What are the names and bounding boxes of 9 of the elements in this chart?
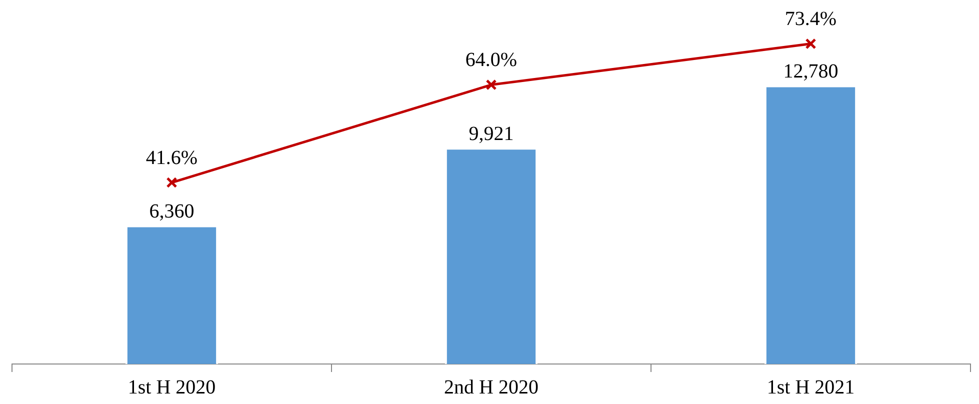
- data-label: 64.0%: [465, 49, 518, 72]
- data-label: 9,921: [468, 122, 514, 145]
- data-label: 6,360: [149, 200, 194, 223]
- x-tick-label: 1st H 2021: [766, 376, 855, 398]
- x-tick-label: 2nd H 2020: [444, 376, 538, 398]
- data-label: 41.6%: [146, 146, 198, 169]
- data-label: 12,780: [783, 60, 838, 82]
- x-tick-label: 1st H 2020: [128, 376, 216, 398]
- data-label: 73.4%: [784, 8, 837, 30]
